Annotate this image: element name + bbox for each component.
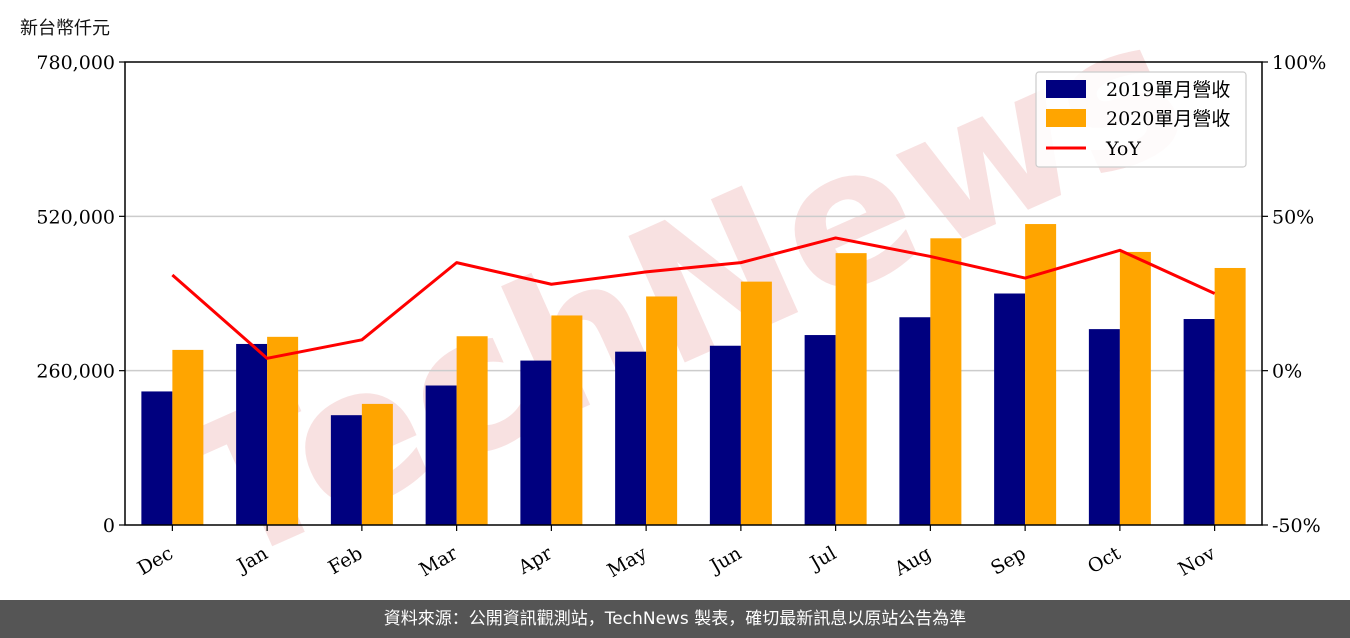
bar-2019-feb: [330, 415, 362, 525]
y-left-tick-label: 520,000: [36, 206, 115, 228]
grid-lines: [125, 215, 1262, 372]
bar-series: [141, 224, 1246, 526]
bar-2019-sep: [994, 293, 1026, 525]
plot-frame: [124, 61, 1263, 526]
bar-2019-dec: [141, 391, 173, 525]
bar-2020-mar: [456, 336, 488, 525]
bar-2020-nov: [1214, 267, 1246, 525]
revenue-chart: TechNews 0260,000520,000780,000-50%0%50%…: [36, 0, 1326, 600]
bar-2020-feb: [361, 403, 393, 525]
bar-2020-may: [646, 296, 678, 525]
x-tick-label-jun: Jun: [705, 542, 746, 578]
legend-swatch-2019: [1046, 80, 1086, 98]
bar-2020-aug: [930, 238, 962, 526]
legend-swatch-2020: [1046, 109, 1086, 127]
yoy-line: [171, 236, 1216, 360]
legend-box: [1035, 71, 1247, 168]
y-right-tick-label: 100%: [1272, 52, 1326, 74]
y-left-tick-label: 0: [103, 515, 115, 537]
y-left-tick-label: 780,000: [36, 52, 115, 74]
bar-2020-dec: [172, 349, 204, 525]
yoy-line-series: [171, 236, 1216, 360]
x-tick-label-apr: Apr: [514, 542, 557, 579]
source-footer: 資料來源：公開資訊觀測站，TechNews 製表，確切最新訊息以原站公告為準: [0, 600, 1350, 638]
y-axis-unit-label: 新台幣仟元: [20, 18, 110, 39]
x-tick-label-may: May: [604, 542, 651, 582]
legend-label: 2020單月營收: [1106, 108, 1230, 130]
x-tick-label-dec: Dec: [134, 542, 177, 580]
bar-2019-oct: [1088, 329, 1120, 525]
bar-2019-jun: [709, 345, 741, 525]
bar-2019-jan: [236, 343, 268, 525]
x-tick-label-nov: Nov: [1175, 542, 1220, 581]
bar-2019-nov: [1183, 319, 1215, 525]
legend: 2019單月營收 2020單月營收 YoY: [1035, 71, 1247, 168]
x-tick-label-jul: Jul: [805, 542, 840, 575]
bar-2020-oct: [1119, 251, 1151, 525]
bar-2019-may: [615, 351, 647, 525]
bar-2020-jul: [835, 253, 867, 525]
legend-label: 2019單月營收: [1106, 79, 1230, 101]
y-right-tick-label: -50%: [1272, 515, 1321, 537]
x-tick-label-sep: Sep: [987, 542, 1030, 579]
x-tick-label-oct: Oct: [1084, 542, 1125, 578]
bar-2020-jan: [267, 336, 299, 525]
bar-2020-apr: [551, 315, 583, 525]
y-right-tick-label: 50%: [1272, 206, 1314, 228]
x-tick-label-mar: Mar: [416, 542, 462, 581]
bar-2019-aug: [899, 317, 931, 525]
legend-label: YoY: [1105, 138, 1141, 160]
y-left-tick-label: 260,000: [36, 361, 115, 383]
x-tick-label-aug: Aug: [890, 542, 935, 581]
bar-2020-jun: [740, 281, 772, 525]
bar-2019-apr: [520, 360, 552, 525]
bar-2019-jul: [804, 335, 836, 525]
y-right-tick-label: 0%: [1272, 361, 1302, 383]
bar-2019-mar: [425, 385, 457, 525]
